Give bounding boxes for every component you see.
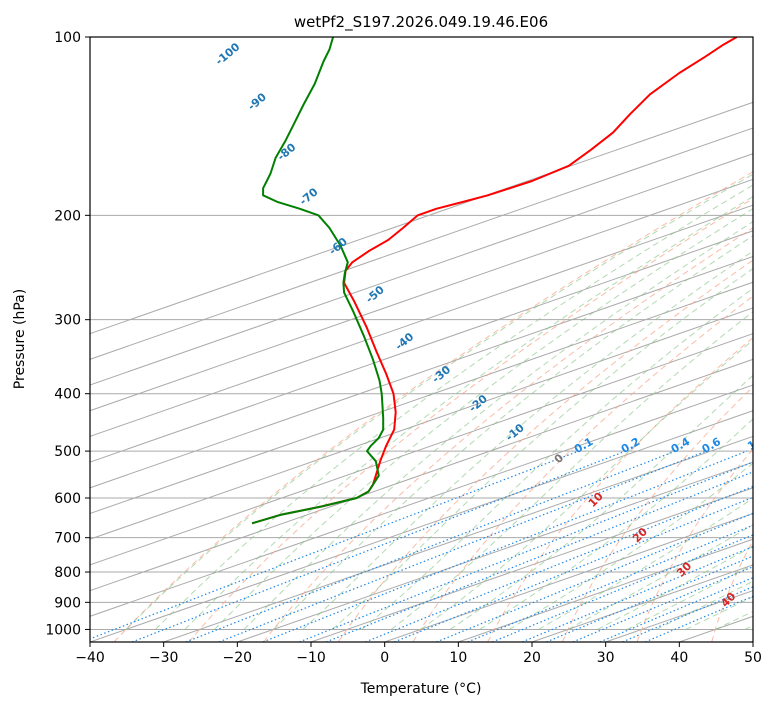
isotherm-line <box>458 538 753 642</box>
isotherm-line <box>384 512 753 642</box>
dry-adiabat <box>412 295 753 642</box>
temperature-profile <box>251 37 738 525</box>
mixing-ratio-line <box>546 555 753 642</box>
moist-adiabat <box>331 267 753 630</box>
isotherm-line <box>90 384 753 617</box>
dry-adiabats <box>113 171 753 642</box>
x-tick-label: −40 <box>75 650 105 666</box>
dry-adiabat <box>113 171 753 642</box>
x-tick-label: 20 <box>523 650 541 666</box>
x-tick-label: 10 <box>449 650 467 666</box>
dry-adiabat <box>188 197 753 642</box>
mixing-ratio-line <box>521 545 753 642</box>
mixing-ratio-line <box>622 586 753 642</box>
y-tick-label: 100 <box>54 30 81 46</box>
sounding-profiles <box>251 37 738 525</box>
y-tick-label: 200 <box>54 208 81 224</box>
isotherm-line <box>90 101 753 335</box>
isotherm-grid <box>90 101 753 642</box>
chart-title: wetPf2_S197.2026.049.19.46.E06 <box>294 13 548 32</box>
isotherm-line <box>90 358 753 592</box>
x-tick-label: −10 <box>296 650 326 666</box>
mixing-ratio-line <box>131 450 626 642</box>
mixing-ratio-lines <box>90 450 753 642</box>
moist-adiabat <box>302 250 753 630</box>
isotherm-line <box>310 487 753 642</box>
moist-adiabat <box>479 418 753 630</box>
moist-adiabat <box>538 497 753 630</box>
isotherm-line <box>90 153 753 386</box>
mixing-ratio-line <box>262 450 748 642</box>
mixing-ratio-line <box>393 496 753 642</box>
y-tick-label: 700 <box>54 531 81 547</box>
moist-adiabat <box>125 173 753 630</box>
dry-adiabat <box>487 336 753 642</box>
moist-adiabat <box>243 221 753 630</box>
mixing-ratio-line <box>185 450 676 642</box>
mixing-ratio-line <box>644 595 753 642</box>
y-tick-label: 600 <box>54 491 81 507</box>
moist-adiabat <box>272 235 753 630</box>
y-axis-ticks: 100 200 300 400 500 600 700 800 900 1000 <box>45 30 90 638</box>
x-axis-label: Temperature (°C) <box>360 681 482 697</box>
isotherm-line <box>90 255 753 489</box>
dry-adiabat <box>337 259 753 642</box>
dry-adiabat <box>561 386 753 642</box>
isotherm-line <box>90 204 753 437</box>
y-tick-label: 400 <box>54 387 81 403</box>
isotherm-line <box>90 333 753 566</box>
moist-adiabat <box>184 195 753 630</box>
mixing-ratio-line <box>90 450 579 640</box>
isotherm-line <box>90 281 753 515</box>
isotherm-line <box>90 410 753 642</box>
y-tick-label: 1000 <box>45 622 81 638</box>
y-tick-label: 800 <box>54 565 81 581</box>
dry-adiabat <box>263 227 753 642</box>
moist-adiabat <box>508 462 753 630</box>
mixing-ratio-label: 1 <box>745 438 758 453</box>
y-tick-label: 500 <box>54 444 81 460</box>
x-tick-label: 30 <box>597 650 615 666</box>
y-tick-label: 300 <box>54 313 81 329</box>
moist-adiabat <box>390 310 753 630</box>
x-axis-ticks: −40 −30 −20 −10 0 10 20 30 40 50 <box>75 642 762 666</box>
isotherm-line <box>90 178 753 412</box>
isotherm-line <box>90 230 753 463</box>
y-tick-label: 900 <box>54 595 81 611</box>
mixing-ratio-line <box>218 450 707 642</box>
x-tick-label: 0 <box>380 650 389 666</box>
y-axis-label: Pressure (hPa) <box>12 289 28 389</box>
moist-adiabat <box>449 374 753 630</box>
mixing-ratio-line <box>599 576 753 642</box>
isotherm-line <box>90 127 753 360</box>
isotherm-line <box>90 307 753 540</box>
moist-adiabat <box>656 580 753 630</box>
moist-adiabat <box>361 287 753 630</box>
mixing-ratio-line <box>572 566 753 642</box>
isotherm-line <box>163 435 753 642</box>
x-tick-label: −30 <box>149 650 179 666</box>
plot-area: 0.10.20.40.611.52346810131620253036-100-… <box>90 37 758 642</box>
plot-frame <box>89 36 754 643</box>
x-tick-label: 50 <box>744 650 762 666</box>
mixing-ratio-line <box>298 461 753 642</box>
x-tick-label: 40 <box>670 650 688 666</box>
moist-adiabats <box>125 173 753 630</box>
dry-adiabat <box>711 539 753 642</box>
moist-adiabat <box>626 564 753 630</box>
dewpoint-profile <box>251 37 385 525</box>
mixing-ratio-line <box>365 485 753 642</box>
x-tick-label: −20 <box>223 650 253 666</box>
mixing-ratio-line <box>492 534 753 642</box>
isotherm-line <box>237 461 753 642</box>
